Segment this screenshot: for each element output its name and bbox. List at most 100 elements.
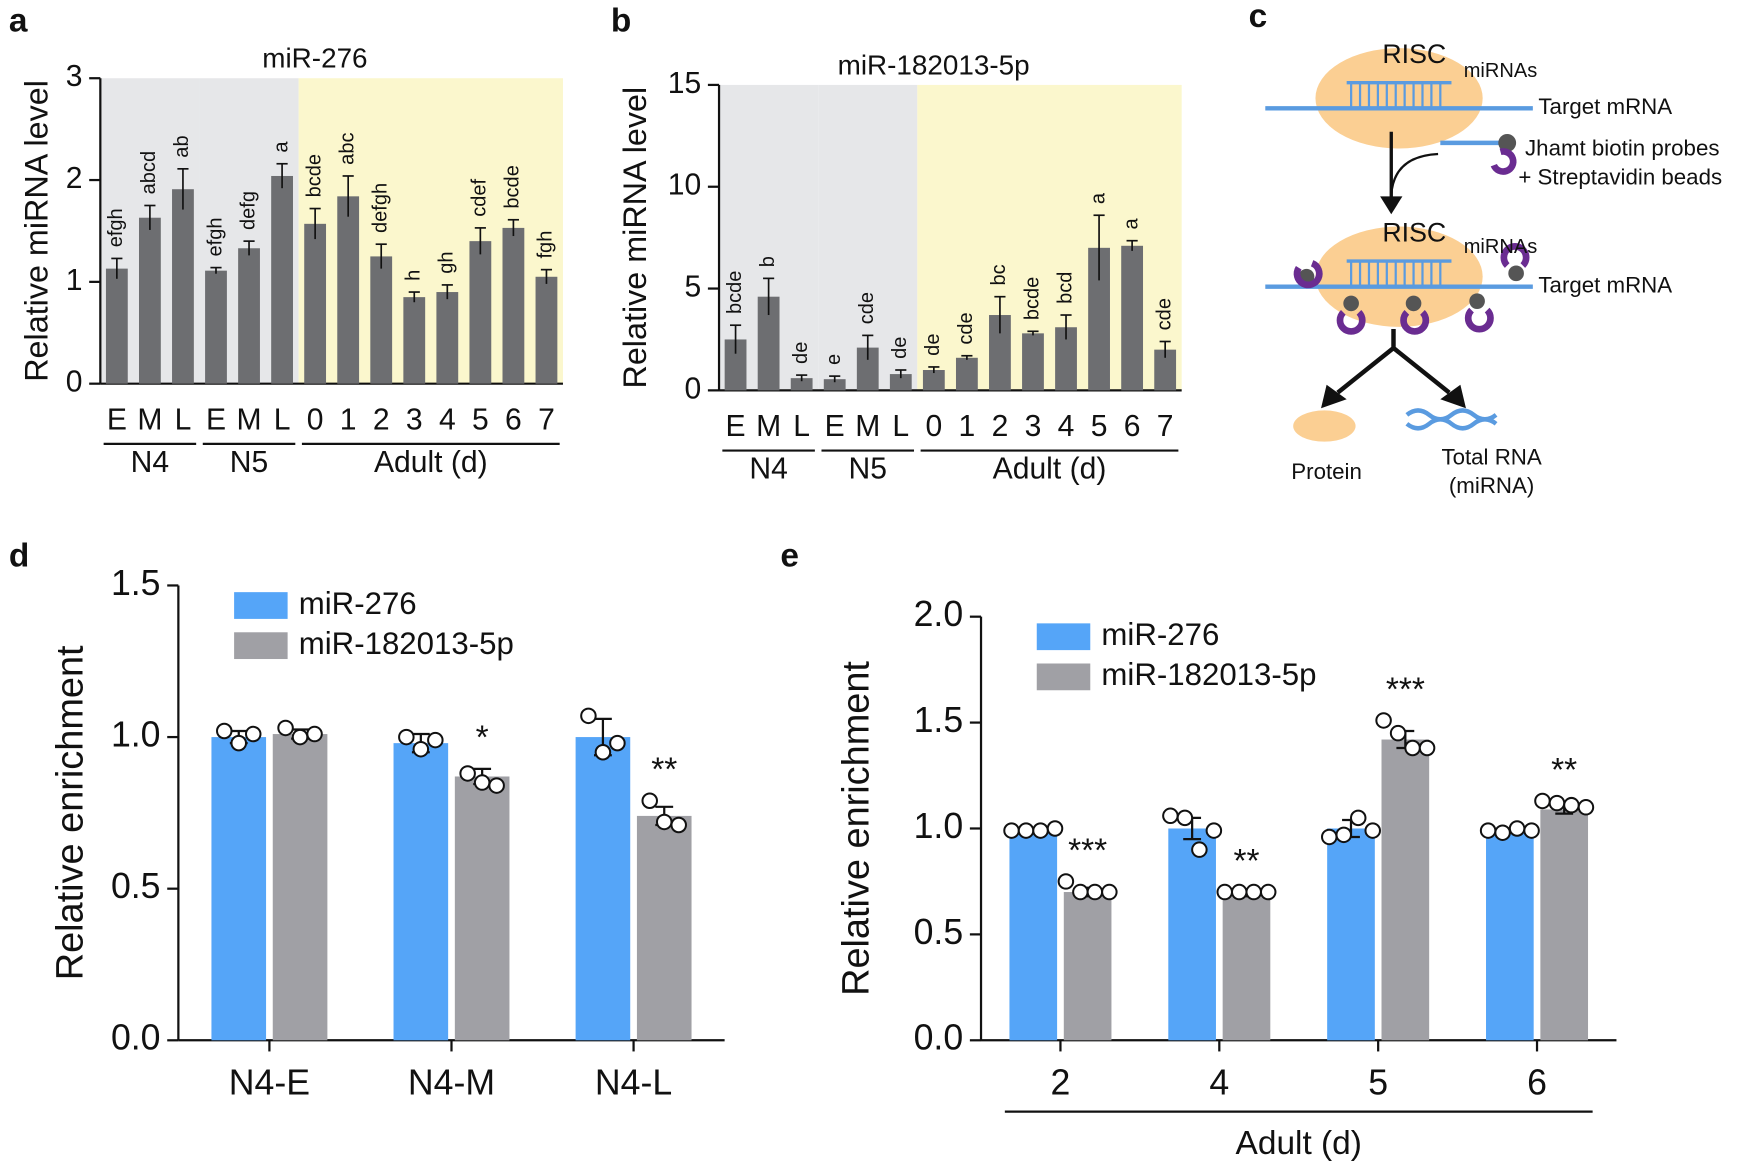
base-pairs [1350, 82, 1442, 109]
diagram-label: Total RNA [1441, 444, 1541, 469]
bar [1168, 828, 1216, 1041]
data-point [1245, 883, 1262, 901]
x-tick-label: E [726, 410, 746, 443]
data-point [216, 722, 233, 740]
y-tick-label: 10 [668, 169, 701, 202]
diagram-c: c RISC miRNAs Target mRNA Jhamt biotin p… [1249, 0, 1723, 498]
data-point [1230, 883, 1248, 901]
x-tick-label: 1 [340, 404, 357, 437]
data-point [1191, 841, 1208, 858]
data-point [1577, 799, 1595, 816]
bar [469, 241, 492, 384]
data-point [306, 725, 323, 743]
bar [271, 175, 293, 384]
significance-letters: de [790, 342, 812, 364]
group-label: N5 [230, 446, 268, 479]
data-point [1205, 822, 1223, 839]
bar [304, 223, 327, 384]
y-tick-label: 3 [66, 60, 83, 93]
bead [1490, 148, 1517, 175]
panel-label: e [780, 537, 799, 574]
bar [575, 737, 631, 1041]
y-axis-label: Relative miRNA level [617, 87, 653, 389]
split-arrow [1336, 329, 1451, 395]
bar [403, 297, 426, 384]
y-tick-label: 1 [66, 264, 83, 297]
significance-letters: bcde [502, 165, 524, 208]
legend-label: miR-182013-5p [299, 626, 514, 661]
bar [238, 248, 260, 384]
data-point [1216, 883, 1233, 901]
panel-label: b [611, 2, 631, 39]
significance-letters: a [270, 141, 292, 153]
significance-letters: defgh [370, 183, 392, 233]
diagram-label: RISC [1382, 39, 1446, 69]
biotin [1498, 133, 1517, 152]
data-point [1072, 883, 1089, 901]
bar [724, 339, 747, 391]
data-point [1508, 820, 1526, 837]
bar [889, 374, 912, 391]
legend-label: miR-276 [1101, 617, 1219, 652]
significance-stars: ** [1551, 752, 1577, 789]
data-point [488, 777, 505, 794]
significance-stars: ** [651, 752, 677, 789]
data-point [1046, 820, 1064, 837]
panel-label: d [9, 537, 29, 574]
bar [105, 268, 128, 384]
data-point [1057, 873, 1075, 890]
x-tick-label: N4-L [595, 1062, 672, 1102]
x-tick-label: 0 [925, 410, 942, 443]
x-tick-label: 2 [992, 410, 1009, 443]
data-point [1534, 792, 1551, 810]
y-tick-label: 0 [684, 372, 701, 405]
x-axis-label: Adult (d) [1236, 1125, 1362, 1162]
group-label: N4 [749, 453, 787, 486]
data-point [1479, 822, 1497, 839]
y-tick-label: 1.0 [111, 714, 161, 754]
bar [138, 217, 161, 384]
significance-letters: b [757, 256, 779, 267]
bar [502, 227, 525, 384]
data-point [1375, 712, 1392, 729]
diagram-label: + Streptavidin beads [1518, 164, 1722, 189]
chart-title: miR-276 [262, 43, 367, 74]
bar [1088, 247, 1110, 391]
x-tick-label: 4 [439, 404, 456, 437]
bar [955, 357, 978, 391]
diagram-label: miRNAs [1464, 236, 1538, 258]
arrowhead [1380, 196, 1403, 215]
diagram-label: miRNAs [1464, 60, 1538, 82]
y-tick-label: 1.5 [111, 563, 161, 603]
data-point [1003, 822, 1020, 839]
bar [436, 292, 459, 384]
significance-letters: cdef [469, 178, 491, 216]
bar [1327, 828, 1375, 1041]
y-axis-label: Relative enrichment [835, 661, 877, 996]
bar [989, 315, 1011, 391]
data-point [291, 728, 309, 746]
risc-blob [1315, 48, 1483, 149]
x-tick-label: M [237, 404, 262, 437]
bar [205, 270, 227, 384]
bar [922, 370, 945, 391]
significance-stars: * [476, 720, 489, 757]
significance-letters: cde [1153, 298, 1175, 330]
x-tick-label: E [825, 410, 845, 443]
significance-letters: cde [856, 292, 878, 324]
x-tick-label: L [175, 404, 192, 437]
significance-letters: defg [237, 191, 259, 230]
x-tick-label: 5 [472, 404, 489, 437]
bar [211, 737, 267, 1041]
diagram-label: Protein [1291, 459, 1362, 484]
x-tick-label: 6 [505, 404, 522, 437]
significance-letters: h [403, 270, 425, 281]
data-point [1523, 822, 1540, 839]
significance-stars: *** [1386, 671, 1425, 708]
legend-label: miR-182013-5p [1101, 657, 1316, 692]
diagram-label: (miRNA) [1449, 473, 1534, 498]
rna-squiggle [1405, 408, 1498, 431]
significance-letters: de [889, 337, 911, 359]
